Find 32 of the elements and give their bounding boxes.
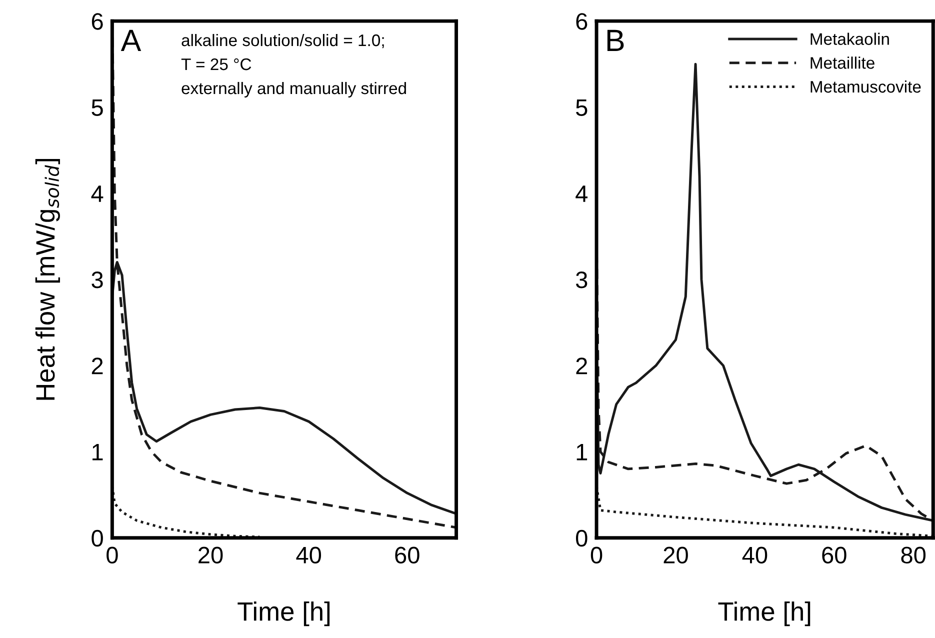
y-tick-label: 4 [91,186,104,202]
x-tick-label: 0 [106,546,118,564]
x-axis-title: Time [h] [718,602,810,626]
y-tick-label: 4 [576,186,588,202]
annotation: alkaline solution/solid = 1.0; T = 25 °C externally and manually stirred [181,34,406,98]
x-tick-label: 20 [198,546,223,564]
x-tick-label: 80 [901,546,926,564]
x-tick-label: 60 [395,546,420,564]
y-tick-label: 0 [92,530,103,547]
y-tick-label: 6 [92,13,103,30]
y-tick-label: 2 [576,358,588,374]
annotation: A [120,30,142,51]
x-axis-title: Time [h] [238,602,330,626]
legend-label: Metaillite [810,56,874,69]
x-tick-label: 20 [664,546,688,564]
x-tick-label: 60 [822,546,846,564]
x-tick-label: 40 [296,546,322,564]
y-tick-label: 2 [92,358,103,374]
y-tick-label: 5 [92,99,103,116]
annotation: B [607,30,624,51]
y-tick-label: 3 [576,272,588,288]
y-tick-label: 0 [576,530,588,547]
y-tick-label: 6 [576,13,588,30]
legend-label: Metakaolin [810,32,889,45]
y-tick-label: 3 [92,272,103,288]
y-tick-label: 1 [92,444,103,460]
y-axis-title: Heat flow [mW/g$_{solid}$] [35,158,60,400]
x-tick-label: 40 [742,546,768,564]
y-tick-label: 1 [576,444,588,460]
legend-label: Metamuscovite [810,80,921,93]
x-tick-label: 0 [590,546,602,564]
y-tick-label: 5 [576,99,588,116]
